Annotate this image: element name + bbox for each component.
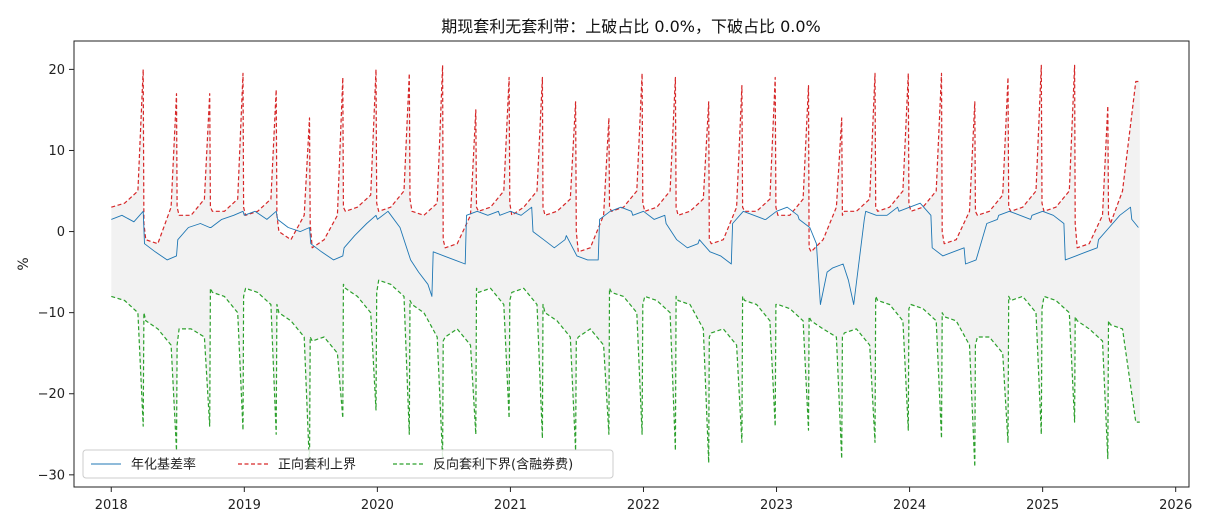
x-tick-label: 2022	[627, 498, 660, 513]
x-tick-label: 2019	[228, 498, 261, 513]
x-tick-label: 2020	[361, 498, 394, 513]
legend-label-2: 反向套利下界(含融券费)	[433, 457, 573, 473]
legend: 年化基差率 正向套利上界 反向套利下界(含融券费)	[82, 449, 614, 479]
y-tick-label: −30	[38, 468, 65, 483]
series-line-1	[111, 64, 1140, 253]
series-line-2	[111, 279, 1140, 468]
plot-area	[111, 64, 1140, 468]
x-tick-label: 2025	[1026, 498, 1059, 513]
y-axis-label: %	[16, 257, 32, 270]
x-tick-label: 2021	[494, 498, 527, 513]
chart-title: 期现套利无套利带：上破占比 0.0%，下破占比 0.0%	[441, 17, 820, 36]
x-tick-label: 2018	[95, 498, 128, 513]
band-fill	[111, 65, 1140, 467]
y-tick-label: −20	[38, 387, 65, 402]
y-tick-label: 20	[48, 63, 65, 78]
y-tick-label: −10	[38, 306, 65, 321]
x-tick-label: 2026	[1159, 498, 1192, 513]
legend-label-1: 正向套利上界	[278, 457, 356, 473]
legend-box	[82, 449, 614, 479]
legend-label-0: 年化基差率	[131, 457, 196, 473]
y-tick-label: 0	[57, 225, 65, 240]
y-tick-label: 10	[48, 144, 65, 159]
plot-frame	[73, 40, 1190, 488]
x-tick-label: 2024	[893, 498, 926, 513]
x-tick-label: 2023	[760, 498, 793, 513]
series-line-0	[111, 202, 1139, 305]
axes: 2018 2019 2020 2021 2022 2023 2024 2025 2026 −30 −…	[38, 63, 1193, 513]
